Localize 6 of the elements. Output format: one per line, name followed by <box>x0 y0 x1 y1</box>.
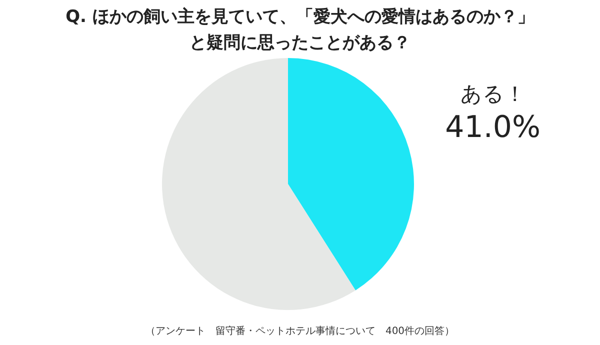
pie-slice <box>288 58 414 290</box>
chart-title: Q. ほかの飼い主を見ていて、「愛犬への愛情はあるのか？」と疑問に思ったことがある？ <box>66 7 534 53</box>
pie-slice <box>162 58 356 310</box>
data-label: 41.0% <box>445 110 540 146</box>
slice-label: ある！ <box>460 82 526 106</box>
text: （アンケート 留守番・ペットホテル事情について 400件の回答） <box>145 325 455 337</box>
